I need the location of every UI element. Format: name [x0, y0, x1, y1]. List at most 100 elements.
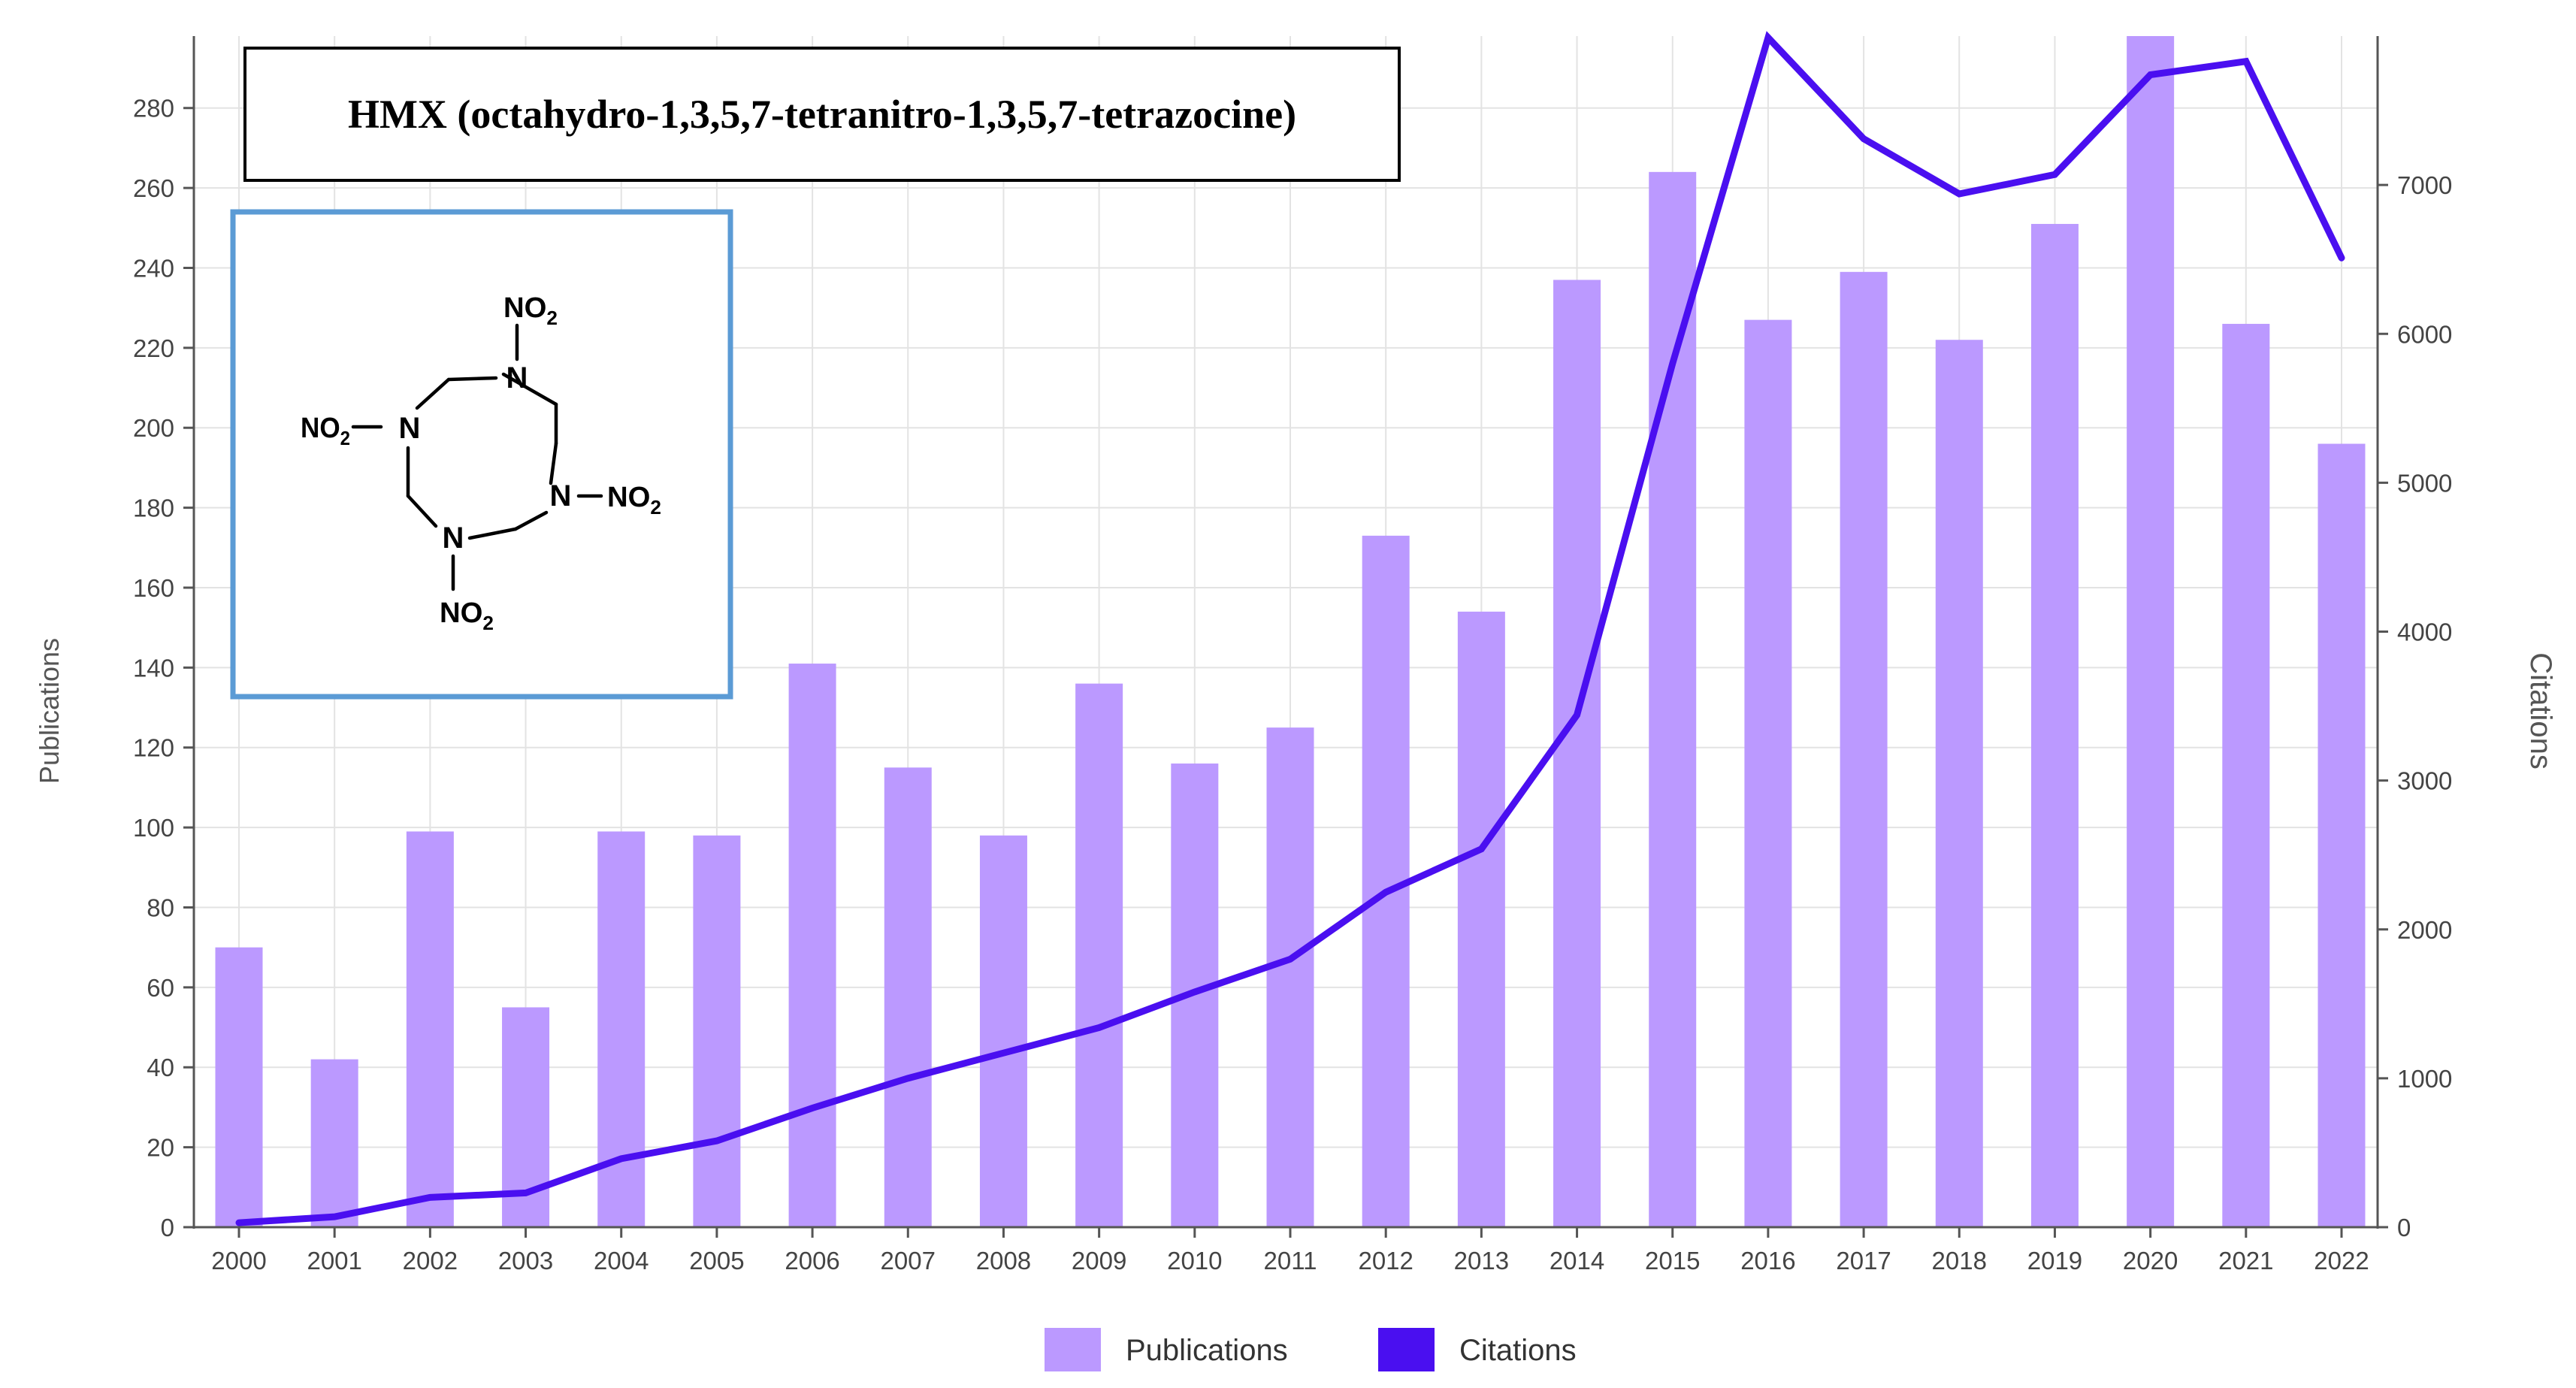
legend-swatch-publications: [1045, 1328, 1101, 1371]
bar-publications-2016[interactable]: [1744, 319, 1792, 1227]
point-citations-2009[interactable]: [1096, 1024, 1102, 1031]
point-citations-2014[interactable]: [1574, 712, 1580, 718]
y-tick-label-left: 40: [147, 1054, 174, 1081]
y-tick-label-left: 220: [133, 334, 174, 362]
nitro-label: NO2: [301, 413, 350, 449]
y-axis-title-publications: Publications: [34, 638, 65, 784]
x-tick-label: 2004: [594, 1247, 649, 1275]
x-tick-label: 2020: [2123, 1247, 2178, 1275]
y-tick-label-left: 120: [133, 734, 174, 762]
nitro-group-top: NO2: [503, 292, 558, 329]
nitro-group-left: NO2: [301, 413, 350, 449]
point-citations-2006[interactable]: [809, 1105, 816, 1111]
point-citations-2007[interactable]: [905, 1075, 912, 1081]
point-citations-2013[interactable]: [1478, 845, 1485, 852]
point-citations-2000[interactable]: [236, 1220, 242, 1226]
x-tick-label: 2011: [1264, 1247, 1317, 1275]
bar-publications-2020[interactable]: [2127, 36, 2175, 1227]
ring-nitrogen-4: N: [399, 412, 421, 445]
y-tick-label-right: 7000: [2397, 171, 2452, 199]
legend-label-citations: Citations: [1459, 1334, 1577, 1367]
point-citations-2011[interactable]: [1287, 956, 1293, 963]
y-tick-label-right: 1000: [2397, 1065, 2452, 1093]
bar-publications-2008[interactable]: [979, 835, 1027, 1227]
point-citations-2021[interactable]: [2242, 58, 2249, 65]
bar-publications-2000[interactable]: [215, 947, 263, 1227]
x-tick-label: 2013: [1454, 1247, 1509, 1275]
legend: Publications Citations: [1045, 1328, 1577, 1371]
y-tick-label-left: 60: [147, 974, 174, 1002]
point-citations-2020[interactable]: [2147, 71, 2154, 78]
y-tick-label-left: 240: [133, 254, 174, 282]
x-tick-label: 2015: [1645, 1247, 1700, 1275]
legend-item-citations[interactable]: Citations: [1378, 1328, 1577, 1371]
point-citations-2018[interactable]: [1956, 191, 1963, 198]
hmx-structure-diagram: N N N N NO2 NO2 NO2 NO2: [301, 292, 661, 634]
bar-publications-2002[interactable]: [406, 831, 454, 1227]
x-tick-label: 2003: [498, 1247, 553, 1275]
point-citations-2010[interactable]: [1191, 988, 1198, 995]
citations-line: [235, 31, 2345, 1226]
point-citations-2019[interactable]: [2051, 171, 2058, 178]
point-citations-2002[interactable]: [427, 1194, 434, 1201]
point-citations-2001[interactable]: [331, 1214, 338, 1220]
nitro-group-right: NO2: [607, 482, 661, 519]
bar-publications-2001[interactable]: [310, 1059, 358, 1227]
bar-publications-2011[interactable]: [1266, 727, 1314, 1227]
legend-item-publications[interactable]: Publications: [1045, 1328, 1288, 1371]
y-tick-label-right: 3000: [2397, 767, 2452, 795]
x-tick-label: 2002: [403, 1247, 458, 1275]
bar-publications-2018[interactable]: [1935, 340, 1983, 1228]
point-citations-2003[interactable]: [522, 1190, 529, 1196]
point-citations-2012[interactable]: [1383, 889, 1389, 896]
publication-bars: [215, 36, 2366, 1228]
y-axis-title-citations: Citations: [2524, 652, 2557, 770]
x-tick-label: 2019: [2027, 1247, 2082, 1275]
x-tick-label: 2022: [2314, 1247, 2369, 1275]
y-tick-label-right: 0: [2397, 1214, 2411, 1241]
bar-publications-2006[interactable]: [788, 664, 836, 1227]
point-citations-2017[interactable]: [1861, 135, 1867, 142]
x-tick-label: 2016: [1740, 1247, 1795, 1275]
bar-publications-2009[interactable]: [1075, 683, 1123, 1227]
y-tick-label-left: 100: [133, 814, 174, 842]
hmx-structure-inset: N N N N NO2 NO2 NO2 NO2: [230, 209, 733, 700]
bar-publications-2013[interactable]: [1457, 611, 1505, 1227]
bar-publications-2007[interactable]: [884, 767, 932, 1227]
y-tick-label-left: 180: [133, 494, 174, 522]
axes: 0 20 40 60 80 100 120 140 160 180 200 220 240 260 280 2…: [133, 36, 2452, 1275]
point-citations-2008[interactable]: [1000, 1050, 1007, 1057]
x-tick-label: 2008: [976, 1247, 1031, 1275]
bar-publications-2021[interactable]: [2222, 323, 2270, 1228]
bar-publications-2015[interactable]: [1649, 171, 1697, 1228]
x-tick-label: 2021: [2218, 1247, 2273, 1275]
x-tick-label: 2012: [1358, 1247, 1413, 1275]
bar-publications-2022[interactable]: [2317, 443, 2366, 1227]
point-citations-2016[interactable]: [1764, 34, 1771, 41]
bar-publications-2017[interactable]: [1840, 271, 1888, 1227]
y-tick-label-right: 5000: [2397, 469, 2452, 497]
point-citations-2005[interactable]: [713, 1138, 720, 1145]
point-citations-2015[interactable]: [1669, 360, 1676, 367]
y-tick-label-right: 2000: [2397, 916, 2452, 944]
point-citations-2004[interactable]: [618, 1155, 624, 1162]
bar-publications-2005[interactable]: [693, 835, 741, 1227]
x-tick-label: 2009: [1072, 1247, 1126, 1275]
legend-label-publications: Publications: [1126, 1334, 1288, 1367]
y-tick-label-right: 4000: [2397, 618, 2452, 646]
y-tick-label-left: 160: [133, 574, 174, 602]
y-tick-label-left: 260: [133, 174, 174, 202]
x-tick-label: 2001: [307, 1247, 361, 1275]
y-tick-label-left: 200: [133, 414, 174, 442]
y-tick-label-left: 140: [133, 654, 174, 682]
bar-publications-2019[interactable]: [2030, 223, 2079, 1228]
x-tick-label: 2006: [785, 1247, 839, 1275]
bar-publications-2014[interactable]: [1553, 280, 1601, 1228]
x-tick-label: 2005: [689, 1247, 744, 1275]
y-tick-label-right: 6000: [2397, 320, 2452, 348]
x-tick-label: 2018: [1932, 1247, 1987, 1275]
y-tick-label-left: 0: [161, 1214, 174, 1241]
x-tick-label: 2007: [881, 1247, 936, 1275]
point-citations-2022[interactable]: [2339, 255, 2345, 262]
chart-title: HMX (octahydro-1,3,5,7-tetranitro-1,3,5,…: [348, 92, 1296, 137]
